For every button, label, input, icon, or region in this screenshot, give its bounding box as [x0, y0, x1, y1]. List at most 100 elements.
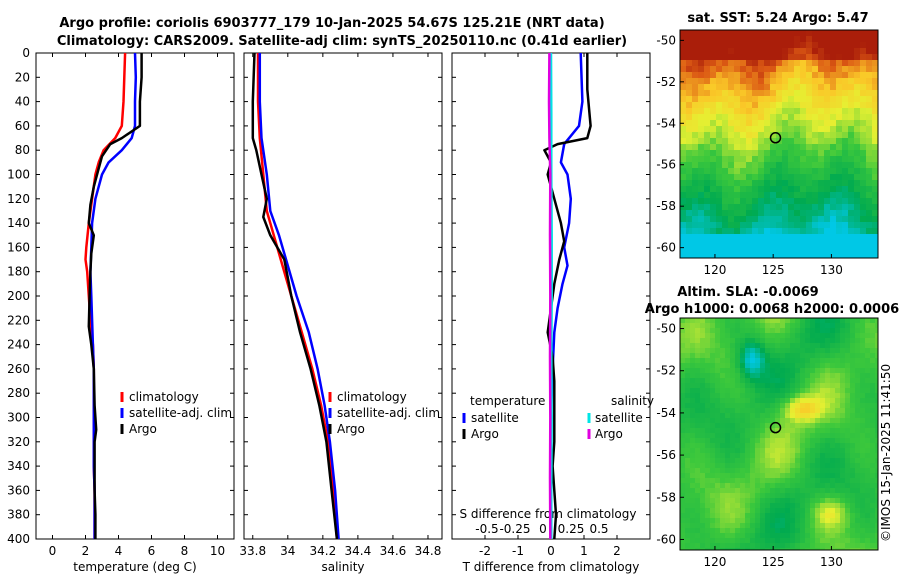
map-cell: [800, 48, 807, 55]
map-cell: [860, 96, 867, 103]
map-cell: [800, 126, 807, 133]
map-cell: [686, 222, 693, 229]
map-cell: [705, 333, 711, 339]
map-cell: [780, 523, 786, 529]
map-cell: [815, 323, 821, 329]
map-cell: [855, 458, 861, 464]
map-cell: [685, 508, 691, 514]
map-cell: [830, 192, 837, 199]
map-cell: [836, 60, 843, 67]
map-cell: [810, 358, 816, 364]
map-cell: [805, 498, 811, 504]
map-cell: [860, 66, 867, 73]
map-cell: [812, 132, 819, 139]
map-cell: [795, 408, 801, 414]
map-cell: [690, 483, 696, 489]
map-cell: [685, 543, 691, 549]
map-cell: [715, 378, 721, 384]
map-cell: [818, 174, 825, 181]
map-cell: [854, 228, 861, 235]
map-cell: [745, 408, 751, 414]
map-cell: [746, 204, 753, 211]
map-cell: [815, 383, 821, 389]
map-cell: [755, 398, 761, 404]
map-cell: [728, 228, 735, 235]
map-cell: [755, 423, 761, 429]
map-cell: [795, 383, 801, 389]
map-cell: [725, 528, 731, 534]
map-cell: [865, 348, 871, 354]
map-cell: [716, 66, 723, 73]
map-cell: [770, 156, 777, 163]
map-cell: [785, 473, 791, 479]
map-cell: [835, 333, 841, 339]
map-cell: [800, 333, 806, 339]
map-cell: [875, 333, 878, 339]
map-cell: [830, 162, 837, 169]
map-cell: [746, 84, 753, 91]
map-cell: [850, 438, 856, 444]
map-cell: [710, 368, 716, 374]
map-cell: [740, 156, 747, 163]
map-cell: [830, 114, 837, 121]
map-cell: [710, 523, 716, 529]
map-cell: [855, 343, 861, 349]
map-cell: [730, 493, 736, 499]
map-cell: [680, 418, 686, 424]
map-cell: [860, 42, 867, 49]
map-cell: [735, 503, 741, 509]
map-cell: [710, 72, 717, 79]
map-cell: [848, 114, 855, 121]
map-cell: [835, 318, 841, 324]
map-cell: [830, 508, 836, 514]
map-cell: [790, 423, 796, 429]
map-cell: [825, 318, 831, 324]
map-cell: [710, 204, 717, 211]
map-cell: [745, 343, 751, 349]
map-cell: [716, 114, 723, 121]
map-cell: [850, 348, 856, 354]
map-cell: [704, 54, 711, 61]
map-cell: [866, 162, 873, 169]
map-cell: [735, 323, 741, 329]
map-cell: [790, 448, 796, 454]
map-cell: [722, 132, 729, 139]
map-cell: [824, 216, 831, 223]
map-cell: [746, 144, 753, 151]
map-cell: [860, 234, 867, 241]
map-cell: [785, 518, 791, 524]
map-cell: [745, 458, 751, 464]
map-cell: [794, 60, 801, 67]
map-cell: [866, 84, 873, 91]
map-cell: [810, 338, 816, 344]
argo-location-marker: [769, 421, 782, 434]
map-cell: [720, 523, 726, 529]
map-cell: [692, 246, 699, 253]
map-cell: [704, 102, 711, 109]
map-cell: [775, 543, 781, 549]
map-cell: [820, 508, 826, 514]
map-cell: [734, 228, 741, 235]
map-cell: [860, 102, 867, 109]
map-cell: [695, 518, 701, 524]
map-cell: [725, 373, 731, 379]
map-cell: [720, 468, 726, 474]
map-cell: [776, 48, 783, 55]
map-cell: [716, 168, 723, 175]
map-cell: [790, 318, 796, 324]
map-cell: [722, 30, 729, 37]
map-cell: [818, 102, 825, 109]
map-cell: [680, 78, 687, 85]
map-cell: [835, 533, 841, 539]
map-cell: [860, 488, 866, 494]
series-t-argo: [543, 53, 592, 540]
map-cell: [705, 548, 711, 550]
map-cell: [818, 186, 825, 193]
map-cell: [695, 318, 701, 324]
map-cell: [818, 222, 825, 229]
map-cell: [830, 523, 836, 529]
map-cell: [680, 528, 686, 534]
map-cell: [842, 114, 849, 121]
map-cell: [752, 48, 759, 55]
map-cell: [735, 528, 741, 534]
